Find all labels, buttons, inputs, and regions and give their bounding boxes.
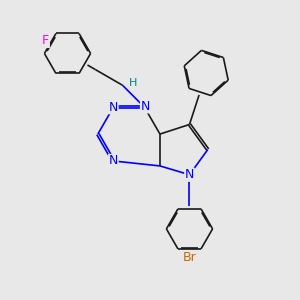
Text: N: N [185, 168, 194, 181]
Text: Br: Br [183, 251, 196, 264]
Text: N: N [109, 101, 118, 114]
Text: H: H [129, 78, 137, 88]
Text: N: N [140, 100, 150, 113]
Text: F: F [42, 34, 49, 47]
Text: N: N [109, 154, 118, 167]
